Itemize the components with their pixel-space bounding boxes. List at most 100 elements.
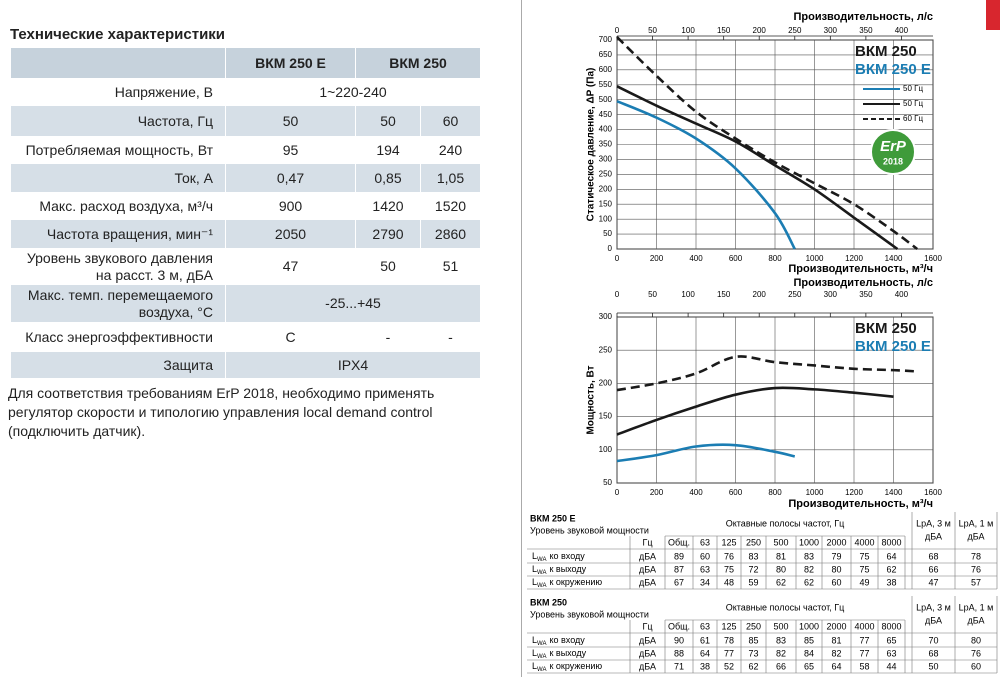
x-tick-label: 200 — [650, 488, 664, 497]
row-label-text: к выходу — [549, 648, 586, 658]
spec-value: 50 — [225, 106, 356, 136]
row-label-text: ко входу — [549, 551, 585, 561]
band-value: 82 — [831, 648, 841, 658]
x2-tick-label: 250 — [788, 290, 802, 299]
note-line: (подключить датчик). — [8, 423, 146, 439]
x-tick-label: 1600 — [924, 488, 942, 497]
row-label-sub: WA — [537, 641, 546, 647]
x2-tick-label: 300 — [824, 290, 838, 299]
x-tick-label: 200 — [650, 254, 664, 263]
spec-value: 1420 — [355, 192, 421, 220]
divider — [521, 0, 522, 677]
spec-header-row: ВКМ 250 E ВКМ 250 — [10, 48, 482, 78]
spec-label: Класс энергоэффективности — [10, 322, 226, 352]
x2-axis-title: Производительность, л/с — [793, 277, 933, 289]
y-tick-label: 600 — [599, 65, 613, 74]
band-value: 77 — [859, 635, 869, 645]
x-axis-title: Производительность, м³/ч — [788, 498, 933, 510]
erp-badge-year: 2018 — [883, 156, 903, 166]
x-tick-label: 1600 — [924, 254, 942, 263]
band-value: 83 — [776, 635, 786, 645]
lpa-value: 76 — [971, 648, 981, 658]
row-label-symbol: L — [532, 551, 537, 561]
spec-table: ВКМ 250 E ВКМ 250 Напряжение, В 1~220-240 Ча… — [10, 48, 482, 378]
spec-label: Макс. расход воздуха, м³/ч — [10, 192, 226, 220]
band-value: 63 — [700, 564, 710, 574]
row-label-text: к выходу — [549, 564, 586, 574]
x-tick-label: 0 — [615, 488, 620, 497]
spec-value: 47 — [225, 248, 356, 285]
x2-tick-label: 100 — [681, 26, 695, 35]
row-unit: дБА — [639, 564, 656, 574]
sound-subtitle: Уровень звуковой мощности — [530, 609, 649, 619]
x2-tick-label: 300 — [824, 26, 838, 35]
x-tick-label: 600 — [729, 254, 743, 263]
band-value: 83 — [804, 551, 814, 561]
row-label: LWA к окружению — [532, 577, 602, 588]
band-value: 66 — [776, 661, 786, 671]
lpa-value: 78 — [971, 551, 981, 561]
band-value: 85 — [748, 635, 758, 645]
y-tick-label: 50 — [603, 229, 612, 238]
row-label-text: к окружению — [549, 661, 602, 671]
band-value: 75 — [724, 564, 734, 574]
spec-value: 51 — [419, 248, 482, 285]
band-value: 64 — [886, 551, 896, 561]
row-label: LWA ко входу — [532, 551, 585, 562]
x-tick-label: 0 — [615, 254, 620, 263]
sound-model: ВКМ 250 E — [530, 513, 576, 523]
series-line — [616, 443, 796, 463]
spec-value: 1,05 — [419, 164, 482, 192]
band-value: 89 — [674, 551, 684, 561]
band-value: 38 — [886, 577, 896, 587]
y-tick-label: 500 — [599, 95, 613, 104]
band-value: 60 — [831, 577, 841, 587]
row-label-symbol: L — [532, 564, 537, 574]
x-tick-label: 1000 — [806, 488, 824, 497]
band-header: 2000 — [826, 537, 846, 547]
model-label: ВКМ 250 — [855, 320, 917, 337]
band-value: 71 — [674, 661, 684, 671]
band-value: 82 — [804, 564, 814, 574]
row-label-text: к окружению — [549, 577, 602, 587]
x-tick-label: 800 — [768, 488, 782, 497]
band-header: 250 — [746, 537, 761, 547]
band-header: 4000 — [854, 537, 874, 547]
x2-tick-label: 50 — [648, 26, 657, 35]
model-label: ВКМ 250 E — [855, 61, 931, 78]
y-tick-label: 300 — [599, 155, 613, 164]
x-tick-label: 1000 — [806, 254, 824, 263]
legend-label: 50 Гц — [903, 99, 923, 108]
band-header: 1000 — [799, 621, 819, 631]
lpa-value: 50 — [928, 661, 938, 671]
row-label-sub: WA — [537, 654, 546, 660]
spec-row: Макс. расход воздуха, м³/ч 900 1420 1520 — [10, 192, 482, 220]
spec-label: Уровень звукового давления на расст. 3 м… — [10, 248, 226, 285]
spec-row: Макс. темп. перемещаемого воздуха, °С -25… — [10, 285, 482, 322]
band-value: 58 — [859, 661, 869, 671]
band-header: Общ. — [668, 621, 690, 631]
row-label-symbol: L — [532, 635, 537, 645]
x-axis-title: Производительность, м³/ч — [788, 263, 933, 275]
spec-row: Защита IPX4 — [10, 352, 482, 378]
spec-label: Потребляемая мощность, Вт — [10, 136, 226, 164]
band-value: 80 — [831, 564, 841, 574]
y-tick-label: 400 — [599, 125, 613, 134]
lpa-header: дБА — [968, 615, 985, 625]
band-header: 125 — [721, 621, 736, 631]
series-line — [616, 100, 796, 250]
row-label-text: ко входу — [549, 635, 585, 645]
sound-header: Октавные полосы частот, Гц — [726, 518, 844, 528]
y-tick-label: 350 — [599, 140, 613, 149]
band-value: 84 — [804, 648, 814, 658]
spec-column-header: ВКМ 250 — [354, 48, 482, 78]
band-header: Общ. — [668, 537, 690, 547]
x2-tick-label: 50 — [648, 290, 657, 299]
spec-value: 1~220-240 — [224, 78, 482, 106]
band-value: 64 — [831, 661, 841, 671]
lpa-value: 68 — [928, 551, 938, 561]
row-unit: дБА — [639, 661, 656, 671]
x2-tick-label: 350 — [859, 290, 873, 299]
band-header: 63 — [700, 621, 710, 631]
